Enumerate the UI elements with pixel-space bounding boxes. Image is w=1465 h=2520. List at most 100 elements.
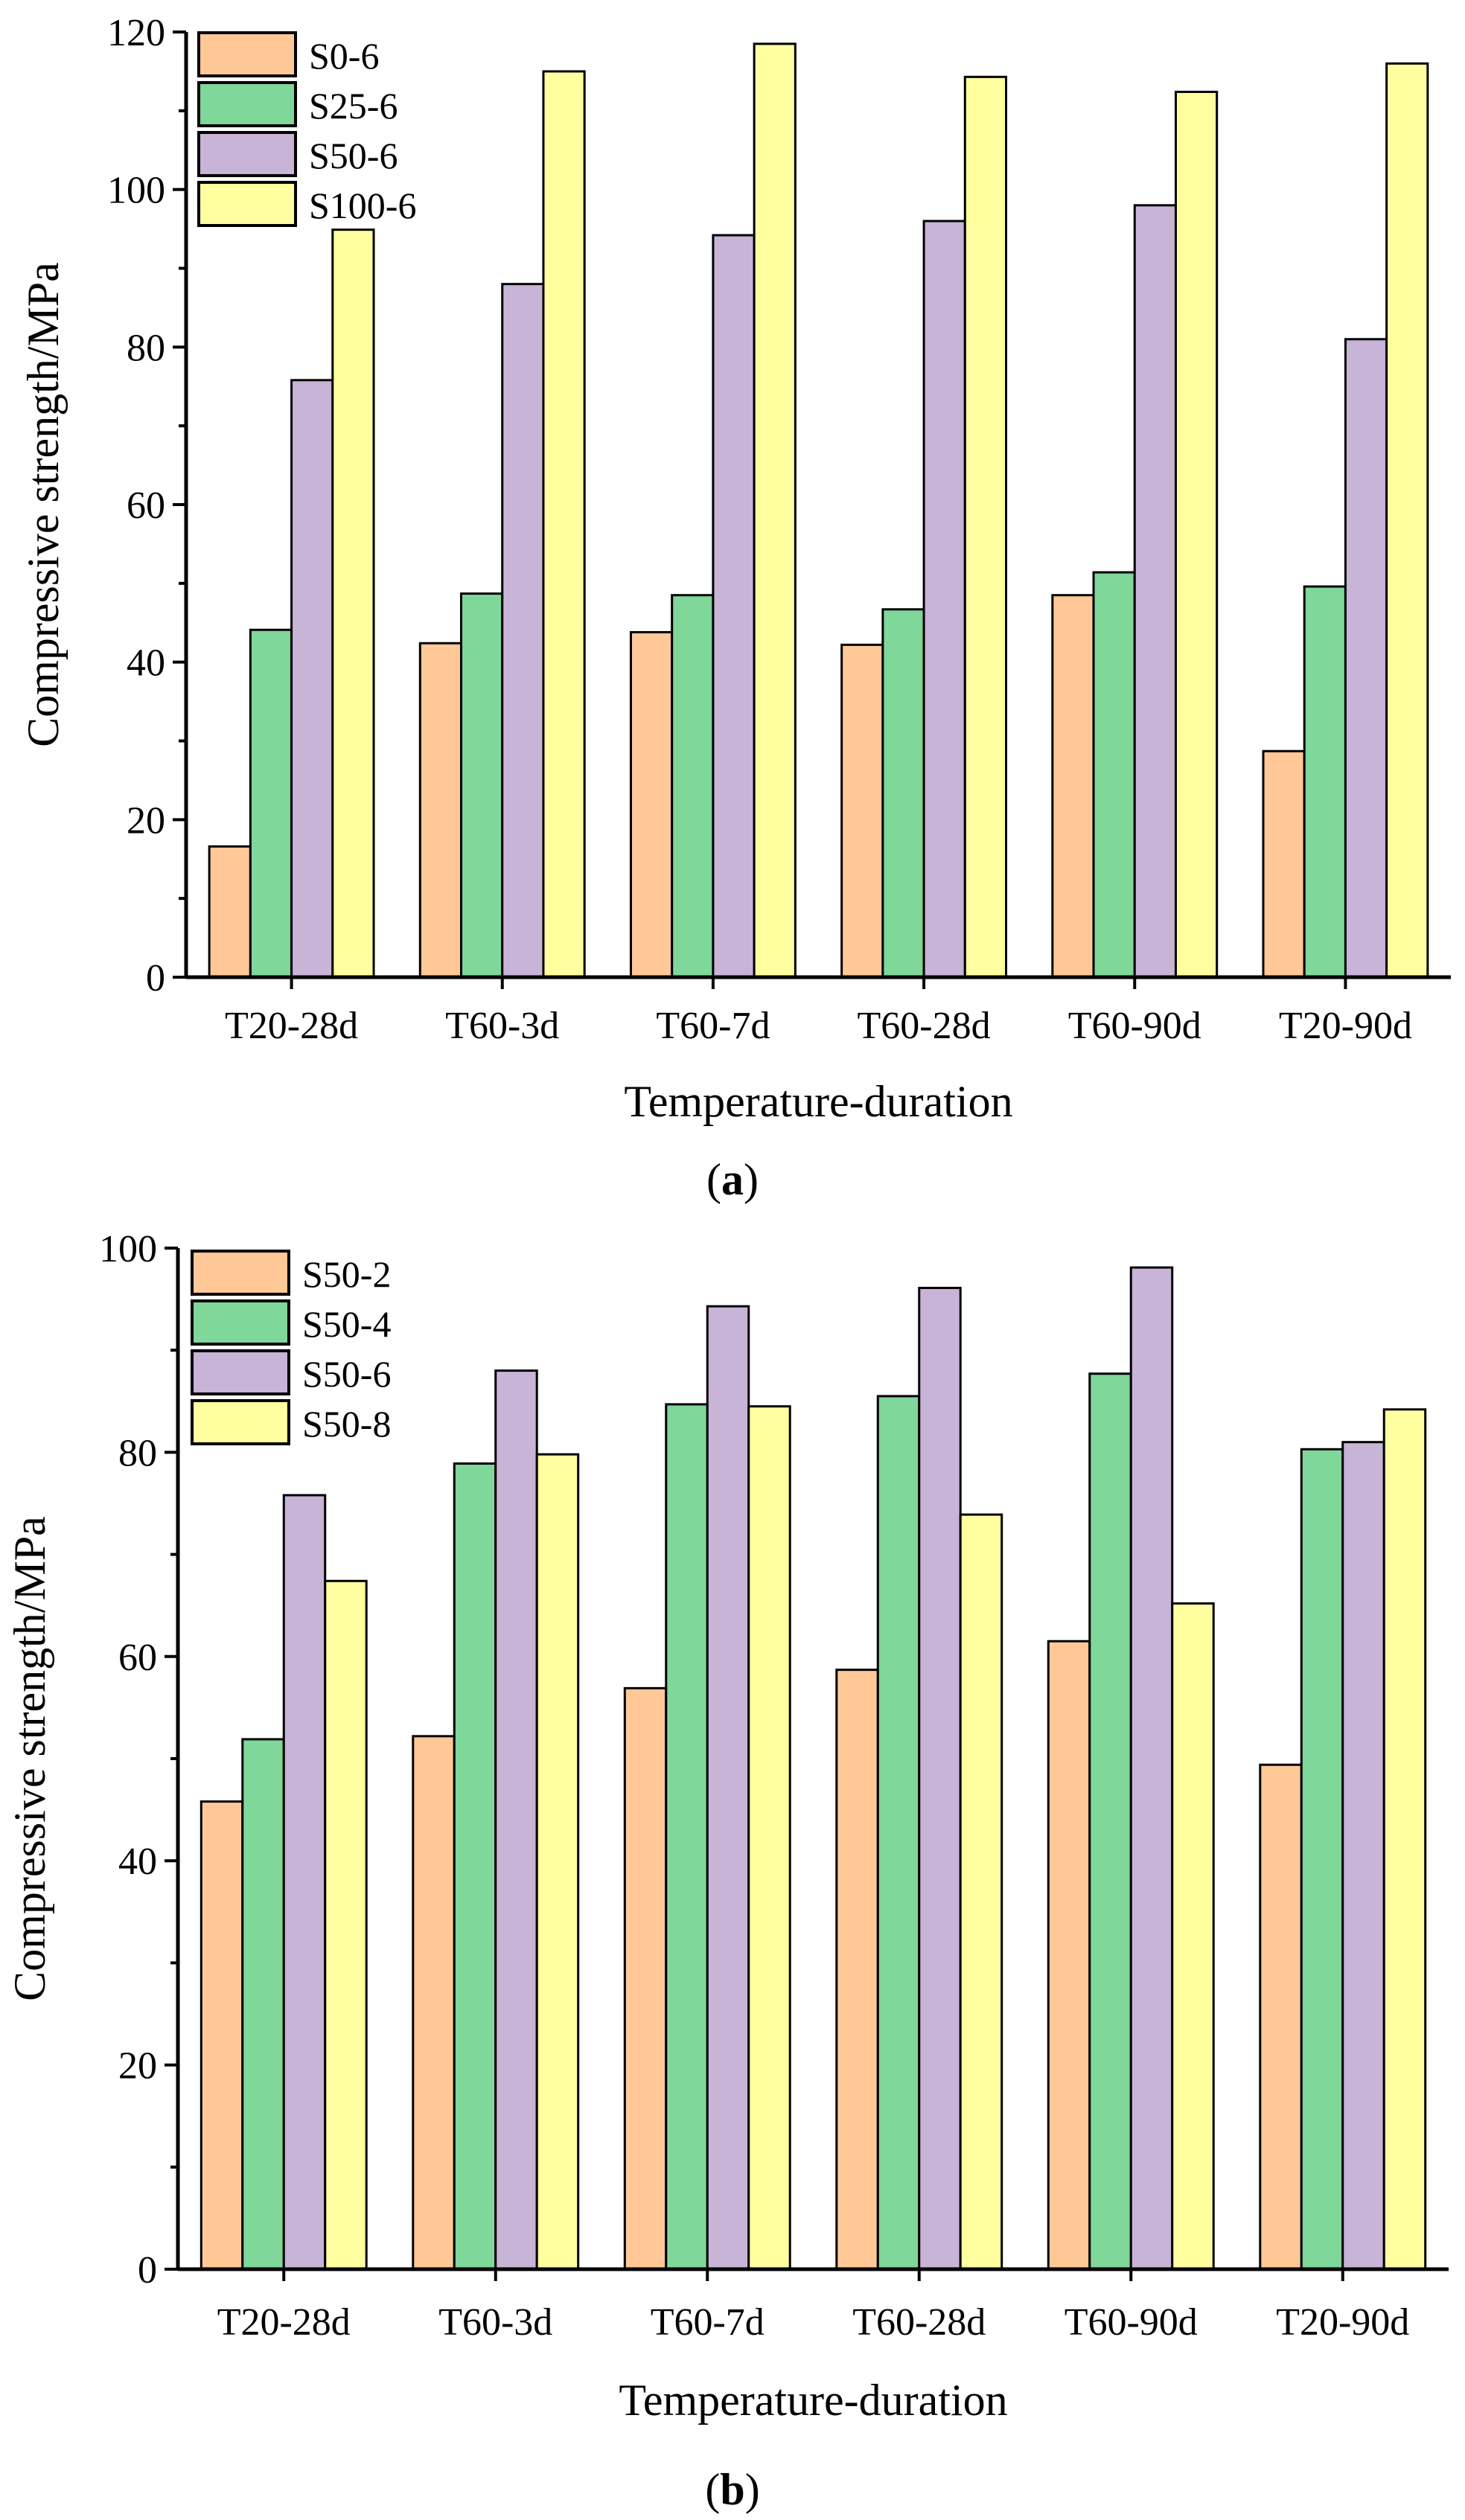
bar-S0-6-T20-90d [1262,749,1306,979]
x-tick-label: T60-7d [656,1005,770,1047]
bar-S50-4-T60-90d [1088,1372,1132,2271]
x-tick-label: T60-90d [1065,2301,1198,2344]
bar-S50-4-T60-28d [876,1395,921,2271]
x-axis-label: Temperature-duration [619,2376,1007,2425]
bar-S0-6-T20-28d [208,845,252,979]
bar-S50-8-T60-28d [959,1513,1003,2271]
bar-S50-6-T20-28d [282,1494,327,2271]
bar-S50-6-T60-3d [501,283,545,979]
bar-S50-6-T20-28d [290,379,334,979]
y-tick-label: 60 [127,485,165,527]
legend-label: S50-8 [302,1403,391,1445]
y-tick-label: 20 [127,799,165,842]
bar-S50-6-T60-90d [1129,1266,1174,2271]
x-tick-label: T60-90d [1068,1005,1201,1047]
y-axis-label: Compressive strength/MPa [5,1516,54,2001]
y-tick-label: 120 [107,12,165,54]
bar-S50-2-T60-3d [412,1735,456,2271]
x-tick-label: T20-28d [225,1005,358,1047]
legend-label: S50-2 [302,1253,391,1295]
bar-S0-6-T60-90d [1051,594,1095,979]
legend-swatch [197,31,297,77]
chart-panel-b: T20-28d T60-3d T60-7d T60-28d T60-90d T20-90d… [5,1228,1449,2514]
bar-S50-6-T60-28d [922,220,966,979]
x-tick-label: T60-3d [438,2301,552,2344]
x-axis-label: Temperature-duration [624,1077,1012,1126]
bar-S50-2-T60-28d [835,1669,879,2271]
bar-S50-8-T60-90d [1171,1602,1215,2271]
x-tick-label: T20-90d [1276,2301,1409,2344]
legend-label: S100-6 [309,185,416,226]
panel-paren-close: ) [745,2465,760,2514]
legend-label: S0-6 [309,35,379,77]
bar-S100-6-T60-3d [542,70,586,979]
bar-S25-6-T60-7d [671,594,715,979]
bar-S0-6-T60-7d [629,630,674,979]
bar-S100-6-T60-7d [753,42,797,979]
y-axis-label: Compressive strength/MPa [19,262,68,747]
bar-S50-6-T20-90d [1344,338,1388,979]
bar-S50-4-T60-7d [665,1403,709,2271]
y-tick-label: 100 [107,170,165,212]
bar-S100-6-T60-28d [963,75,1008,979]
bar-S50-4-T20-28d [241,1738,285,2271]
x-tick-label: T20-28d [217,2301,351,2344]
y-tick-label: 0 [146,957,165,1000]
bar-S50-6-T20-90d [1341,1441,1385,2271]
y-tick-label: 60 [118,1637,157,1679]
bar-S50-2-T60-90d [1047,1640,1091,2271]
legend-swatch [191,1349,290,1395]
chart-panel-a: T20-28d T60-3d T60-7d T60-28d T60-90d T20-90d… [19,12,1451,1204]
bar-S50-6-T60-90d [1133,204,1177,979]
bar-S100-6-T20-90d [1385,62,1429,979]
panel-label: (a) [706,1155,759,1204]
panel-paren-open: ( [706,1155,721,1204]
bar-S50-4-T60-3d [453,1462,497,2271]
bar-S25-6-T20-90d [1303,585,1347,979]
legend-label: S50-6 [302,1353,391,1395]
bar-S0-6-T60-3d [418,642,463,979]
legend-swatch [197,181,297,227]
bar-S25-6-T60-28d [881,608,925,979]
legend-swatch [197,131,297,177]
y-tick-label: 100 [99,1228,157,1270]
bar-S50-8-T60-3d [535,1453,580,2271]
bar-S50-2-T20-28d [200,1800,244,2271]
bar-S50-6-T60-3d [494,1369,538,2271]
y-tick-label: 40 [118,1841,157,1883]
bar-S50-6-T60-28d [918,1287,962,2271]
y-tick-label: 0 [138,2249,157,2292]
bar-S50-2-T20-90d [1259,1763,1303,2271]
panel-label: (b) [705,2465,759,2514]
bar-S100-6-T20-28d [331,228,375,979]
bar-S50-8-T20-90d [1382,1408,1427,2271]
bar-S50-8-T20-28d [324,1579,368,2271]
panel-letter: b [720,2465,744,2514]
y-tick-label: 40 [127,642,165,685]
bar-S25-6-T60-90d [1092,571,1136,979]
legend-swatch [197,81,297,127]
panel-paren-open: ( [705,2465,720,2514]
panel-letter: a [721,1155,744,1204]
bar-S50-4-T20-90d [1300,1448,1344,2271]
bar-S50-8-T60-7d [747,1405,791,2271]
legend-label: S50-4 [302,1303,391,1345]
x-tick-label: T60-28d [852,2301,986,2344]
bar-S50-6-T60-7d [706,1305,750,2271]
bar-S50-6-T60-7d [712,234,756,979]
bar-S25-6-T20-28d [249,628,293,979]
legend-swatch [191,1299,290,1346]
legend-swatch [191,1250,290,1296]
legend-label: S50-6 [309,135,398,176]
bar-S0-6-T60-28d [840,643,884,979]
x-tick-label: T60-28d [858,1005,991,1047]
bar-S50-2-T60-7d [623,1686,668,2271]
legend-swatch [191,1399,290,1445]
legend-label: S25-6 [309,85,398,127]
panel-paren-close: ) [744,1155,759,1204]
x-tick-label: T20-90d [1279,1005,1412,1047]
bar-S100-6-T60-90d [1174,90,1219,979]
y-tick-label: 20 [118,2045,157,2088]
x-tick-label: T60-7d [651,2301,765,2344]
